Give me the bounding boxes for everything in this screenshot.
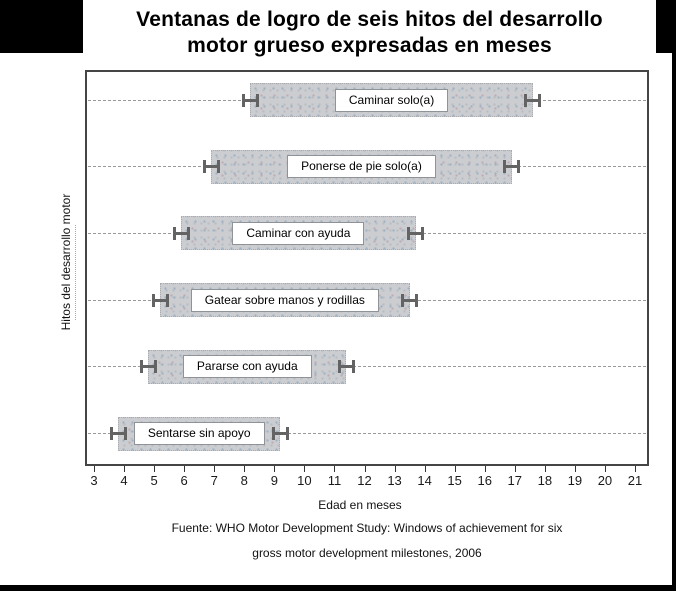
milestone-label: Pararse con ayuda	[182, 355, 312, 379]
x-axis-label: Edad en meses	[318, 498, 402, 512]
x-axis-tick	[214, 466, 216, 472]
x-axis-tick	[304, 466, 306, 472]
x-axis-tick-label: 21	[627, 473, 643, 488]
row-gridline	[88, 366, 646, 368]
whisker-left	[241, 93, 259, 107]
x-axis-tick	[604, 466, 606, 472]
x-axis-tick-label: 12	[357, 473, 372, 488]
whisker-left	[139, 360, 157, 374]
x-axis-tick	[184, 466, 186, 472]
y-axis-dotted-segment	[75, 225, 76, 320]
chart-title-line-2: motor grueso expresadas en meses	[187, 34, 552, 57]
source-text-line-1: Fuente: WHO Motor Development Study: Win…	[171, 521, 563, 535]
whisker-left	[172, 226, 190, 240]
x-axis-tick	[124, 466, 126, 472]
chart-title-line-1: Ventanas de logro de seis hitos del desa…	[136, 8, 603, 31]
row-gridline	[88, 433, 646, 434]
x-axis-tick-label: 4	[120, 473, 128, 488]
x-axis-tick-label: 16	[477, 473, 492, 488]
milestone-bar: Pararse con ayuda	[148, 349, 347, 384]
whisker-line	[204, 165, 218, 169]
chart-title: Ventanas de logro de seis hitos del desa…	[83, 7, 656, 59]
milestone-label: Caminar solo(a)	[334, 88, 449, 112]
milestone-bar: Ponerse de pie solo(a)	[211, 149, 512, 184]
x-axis-tick-label: 14	[417, 473, 432, 488]
x-axis-tick	[274, 466, 276, 472]
x-axis-tick-label: 9	[270, 473, 278, 488]
x-axis-tick	[544, 466, 546, 472]
x-axis-tick	[514, 466, 516, 472]
milestone-bar: Gatear sobre manos y rodillas	[160, 283, 410, 318]
x-axis-tick	[484, 466, 486, 472]
x-axis-tick	[244, 466, 246, 472]
whisker-line	[273, 432, 287, 435]
x-axis-tick-label: 17	[507, 473, 522, 488]
whisker-line	[174, 231, 188, 235]
x-axis-tick-label: 19	[567, 473, 583, 488]
x-axis-tick	[154, 466, 156, 472]
x-axis-tick-label: 10	[297, 473, 312, 488]
whisker-right	[503, 160, 521, 174]
x-axis-tick-label: 7	[210, 473, 218, 488]
milestone-label: Ponerse de pie solo(a)	[287, 155, 436, 179]
x-axis-tick-label: 8	[240, 473, 248, 488]
x-axis-tick	[635, 466, 636, 472]
whisker-line	[111, 432, 125, 435]
x-axis-tick	[394, 466, 396, 472]
whisker-line	[409, 231, 423, 235]
x-axis-tick	[94, 466, 95, 472]
whisker-line	[403, 298, 417, 302]
whisker-left	[202, 160, 220, 174]
whisker-line	[339, 365, 353, 369]
milestone-bar: Caminar con ayuda	[181, 216, 416, 251]
whisker-line	[141, 365, 155, 369]
whisker-right	[271, 427, 289, 440]
x-axis-tick	[364, 466, 366, 472]
plot-area-border	[85, 70, 649, 466]
whisker-left	[151, 293, 169, 307]
frame-top-right-block	[656, 0, 676, 53]
whisker-right	[524, 93, 542, 107]
milestone-label: Caminar con ayuda	[232, 221, 365, 245]
source-text-line-2: gross motor development milestones, 2006	[252, 546, 482, 560]
milestone-bar: Caminar solo(a)	[250, 83, 533, 117]
x-axis-tick	[424, 466, 426, 472]
x-axis-tick-label: 11	[327, 473, 342, 488]
milestone-label: Sentarse sin apoyo	[133, 422, 265, 445]
whisker-right	[401, 293, 419, 307]
x-axis-tick	[574, 466, 576, 472]
x-axis-tick-label: 20	[597, 473, 613, 488]
x-axis-tick-label: 13	[387, 473, 402, 488]
whisker-line	[526, 98, 540, 102]
milestone-bar: Sentarse sin apoyo	[118, 416, 281, 451]
whisker-line	[505, 165, 519, 169]
whisker-line	[243, 98, 257, 102]
x-axis-tick	[454, 466, 456, 472]
milestone-label: Gatear sobre manos y rodillas	[190, 288, 379, 312]
whisker-right	[407, 226, 425, 240]
x-axis-tick-label: 3	[90, 473, 98, 488]
x-axis-tick-label: 5	[150, 473, 158, 488]
whisker-left	[109, 427, 127, 440]
frame-right-border	[672, 53, 676, 591]
x-axis-tick-label: 18	[537, 473, 553, 488]
x-axis-tick-label: 6	[180, 473, 188, 488]
frame-top-left-block	[0, 0, 83, 53]
x-axis-tick	[334, 466, 336, 472]
frame-bottom-bar	[0, 585, 676, 591]
whisker-line	[153, 298, 167, 302]
x-axis-tick-label: 15	[447, 473, 462, 488]
whisker-right	[337, 360, 355, 374]
